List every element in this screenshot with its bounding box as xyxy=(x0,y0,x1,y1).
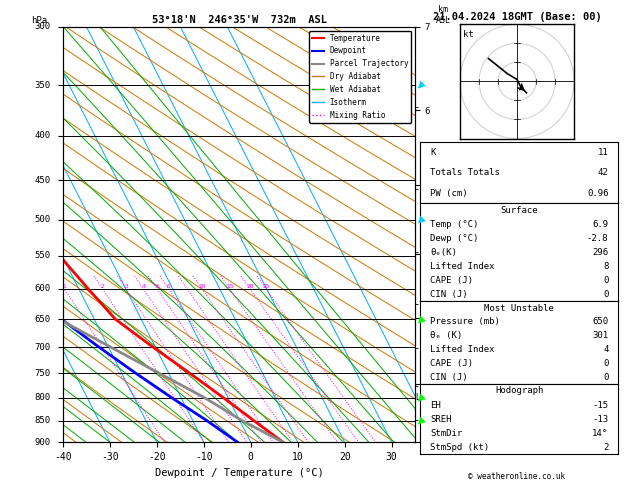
Text: Hodograph: Hodograph xyxy=(495,386,543,396)
Text: 296: 296 xyxy=(593,248,608,257)
Text: StmSpd (kt): StmSpd (kt) xyxy=(430,443,489,452)
Text: 800: 800 xyxy=(35,393,50,402)
Text: 301: 301 xyxy=(593,331,608,340)
Text: ▶: ▶ xyxy=(414,214,426,226)
Text: 2: 2 xyxy=(603,443,608,452)
Text: CAPE (J): CAPE (J) xyxy=(430,276,473,285)
Text: 400: 400 xyxy=(35,131,50,140)
Text: Totals Totals: Totals Totals xyxy=(430,168,500,177)
Text: θₑ (K): θₑ (K) xyxy=(430,331,462,340)
Text: 500: 500 xyxy=(35,215,50,225)
Text: 25: 25 xyxy=(262,284,270,289)
Text: 21.04.2024 18GMT (Base: 00): 21.04.2024 18GMT (Base: 00) xyxy=(433,12,601,22)
Text: 5: 5 xyxy=(155,284,159,289)
Text: ▶: ▶ xyxy=(414,79,426,91)
Text: 600: 600 xyxy=(35,284,50,294)
Text: K: K xyxy=(430,148,435,157)
Text: 10: 10 xyxy=(198,284,206,289)
Text: LCL: LCL xyxy=(415,393,429,402)
Text: Temp (°C): Temp (°C) xyxy=(430,220,479,229)
Text: 4: 4 xyxy=(142,284,145,289)
Text: 3: 3 xyxy=(124,284,128,289)
Text: 350: 350 xyxy=(35,81,50,89)
Text: 6.9: 6.9 xyxy=(593,220,608,229)
Text: 700: 700 xyxy=(35,343,50,352)
Text: 900: 900 xyxy=(35,438,50,447)
Text: θₑ(K): θₑ(K) xyxy=(430,248,457,257)
Text: -15: -15 xyxy=(593,400,608,410)
Text: CIN (J): CIN (J) xyxy=(430,373,468,382)
Text: 0: 0 xyxy=(603,276,608,285)
Text: CIN (J): CIN (J) xyxy=(430,290,468,299)
Text: Most Unstable: Most Unstable xyxy=(484,304,554,312)
Text: EH: EH xyxy=(430,400,441,410)
Text: 850: 850 xyxy=(35,416,50,425)
Text: Pressure (mb): Pressure (mb) xyxy=(430,317,500,327)
Text: Surface: Surface xyxy=(501,206,538,215)
Text: 1: 1 xyxy=(63,284,67,289)
Text: km
ASL: km ASL xyxy=(436,5,451,25)
Text: 11: 11 xyxy=(598,148,608,157)
Text: 650: 650 xyxy=(593,317,608,327)
Legend: Temperature, Dewpoint, Parcel Trajectory, Dry Adiabat, Wet Adiabat, Isotherm, Mi: Temperature, Dewpoint, Parcel Trajectory… xyxy=(309,31,411,122)
Text: 450: 450 xyxy=(35,175,50,185)
Text: 750: 750 xyxy=(35,369,50,378)
Text: 0: 0 xyxy=(603,359,608,368)
Text: ▶: ▶ xyxy=(414,415,426,427)
Text: SREH: SREH xyxy=(430,415,452,424)
Text: Dewp (°C): Dewp (°C) xyxy=(430,234,479,243)
Text: 15: 15 xyxy=(226,284,233,289)
Text: 0: 0 xyxy=(603,373,608,382)
Text: 6: 6 xyxy=(167,284,170,289)
Text: CAPE (J): CAPE (J) xyxy=(430,359,473,368)
Text: 4: 4 xyxy=(603,345,608,354)
Text: -2.8: -2.8 xyxy=(587,234,608,243)
Text: 20: 20 xyxy=(246,284,253,289)
Text: 650: 650 xyxy=(35,314,50,324)
Title: 53°18'N  246°35'W  732m  ASL: 53°18'N 246°35'W 732m ASL xyxy=(152,15,326,25)
Text: 2: 2 xyxy=(101,284,104,289)
Text: -13: -13 xyxy=(593,415,608,424)
Text: PW (cm): PW (cm) xyxy=(430,189,468,197)
Text: 14°: 14° xyxy=(593,429,608,438)
Text: 0: 0 xyxy=(603,290,608,299)
Text: 0.96: 0.96 xyxy=(587,189,608,197)
Text: 550: 550 xyxy=(35,251,50,260)
Text: © weatheronline.co.uk: © weatheronline.co.uk xyxy=(469,472,565,481)
Text: 8: 8 xyxy=(603,262,608,271)
Text: 300: 300 xyxy=(35,22,50,31)
X-axis label: Dewpoint / Temperature (°C): Dewpoint / Temperature (°C) xyxy=(155,468,323,478)
Text: StmDir: StmDir xyxy=(430,429,462,438)
Text: kt: kt xyxy=(464,30,474,39)
Text: Lifted Index: Lifted Index xyxy=(430,262,494,271)
Text: hPa: hPa xyxy=(31,16,47,25)
Text: ▶: ▶ xyxy=(414,313,426,325)
Text: 42: 42 xyxy=(598,168,608,177)
Text: Lifted Index: Lifted Index xyxy=(430,345,494,354)
Text: ▶: ▶ xyxy=(414,392,426,404)
